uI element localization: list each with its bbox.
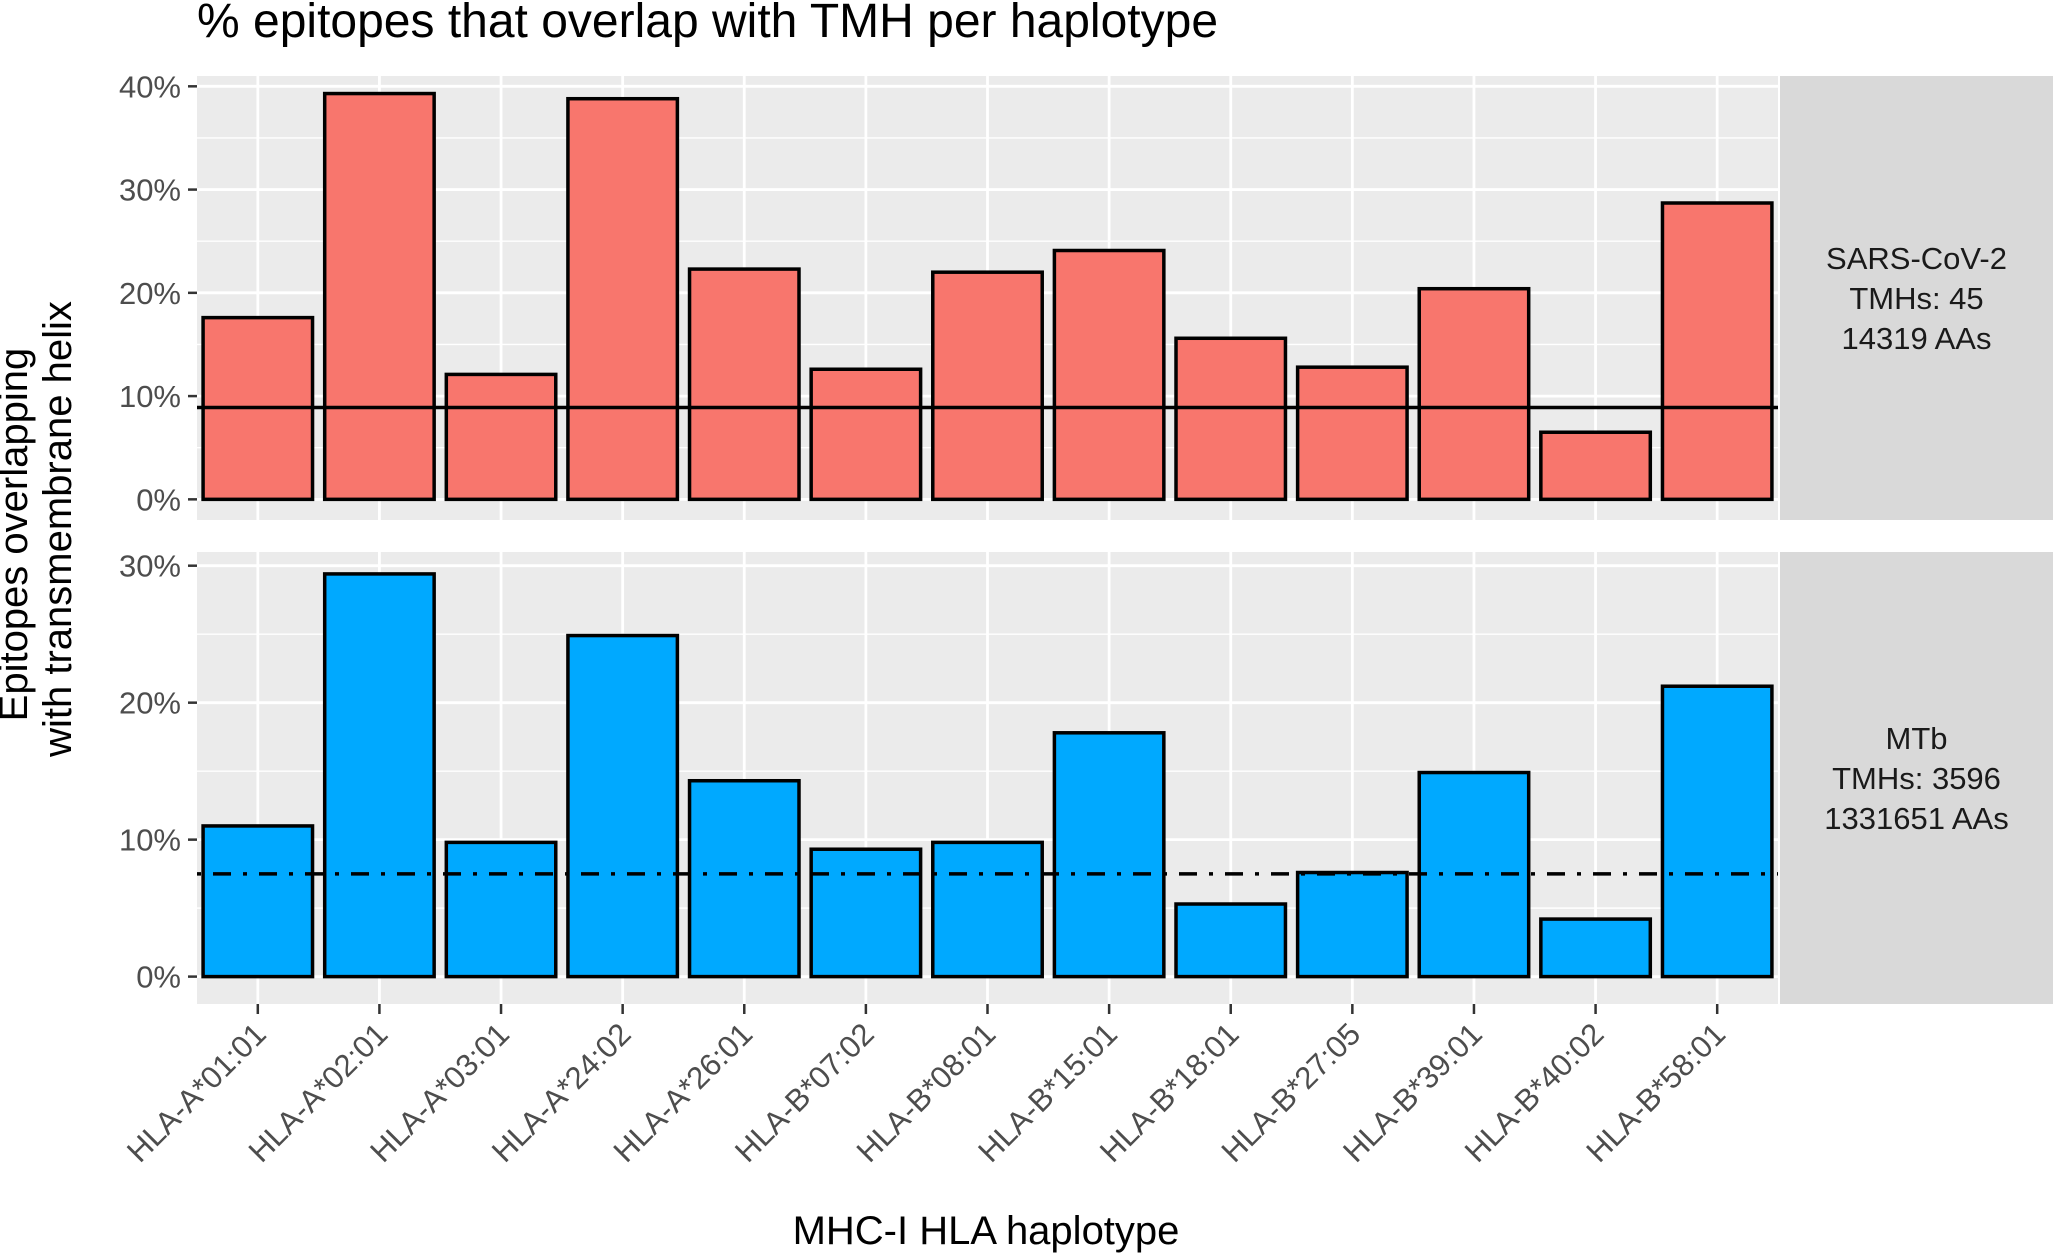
bar-hla-b-08-01 xyxy=(931,270,1044,502)
y-tick-label: 40% xyxy=(119,69,181,104)
y-axis-title: Epitopes overlapping with transmembrane … xyxy=(0,301,80,758)
bar-hla-a-24-02 xyxy=(566,633,680,979)
facet-strip xyxy=(1780,552,2053,1004)
bar-hla-b-15-01 xyxy=(1052,248,1166,502)
chart-title: % epitopes that overlap with TMH per hap… xyxy=(197,0,1218,48)
facet-strip-label: 1331651 AAs xyxy=(1824,801,2008,836)
y-tick-label: 30% xyxy=(119,549,181,584)
y-tick-label: 0% xyxy=(136,482,181,517)
facet-strip xyxy=(1780,76,2053,520)
x-axis-title: MHC-I HLA haplotype xyxy=(793,1209,1180,1253)
y-tick-label: 30% xyxy=(119,173,181,208)
bar-hla-a-01-01 xyxy=(201,824,315,979)
bar-hla-b-15-01 xyxy=(1052,731,1166,979)
bar-hla-b-18-01 xyxy=(1174,336,1288,502)
bar-hla-b-58-01 xyxy=(1660,201,1774,502)
bar-hla-b-40-02 xyxy=(1539,430,1653,502)
bar-hla-a-02-01 xyxy=(322,572,436,979)
bar-hla-a-26-01 xyxy=(687,267,801,502)
y-axis-title-line-1: Epitopes overlapping xyxy=(0,348,36,722)
bar-hla-a-03-01 xyxy=(444,840,558,979)
bar-hla-b-58-01 xyxy=(1660,684,1774,979)
facet-strip-label: 14319 AAs xyxy=(1842,321,1992,356)
facet-strip-label: TMHs: 45 xyxy=(1849,281,1983,316)
facet-strip-label: MTb xyxy=(1886,721,1948,756)
y-tick-label: 0% xyxy=(136,960,181,995)
y-tick-label: 10% xyxy=(119,823,181,858)
bar-hla-b-27-05 xyxy=(1295,365,1409,502)
y-axis-title-line-2: with transmembrane helix xyxy=(36,301,80,758)
bar-hla-b-08-01 xyxy=(931,840,1044,979)
bar-hla-b-40-02 xyxy=(1539,917,1653,979)
bar-hla-b-39-01 xyxy=(1417,286,1531,502)
x-axis: HLA-A*01:01HLA-A*02:01HLA-A*03:01HLA-A*2… xyxy=(120,1004,1732,1169)
bar-hla-b-18-01 xyxy=(1174,902,1288,979)
y-tick-label: 20% xyxy=(119,686,181,721)
y-tick-label: 20% xyxy=(119,276,181,311)
panel-2: 0% 10% 20% 30% MTb TMHs: 3596 1331651 AAs xyxy=(119,549,2053,1004)
bar-hla-a-02-01 xyxy=(322,91,436,502)
facet-strip-label: SARS-CoV-2 xyxy=(1826,241,2007,276)
bar-hla-a-26-01 xyxy=(687,778,801,979)
bar-hla-a-03-01 xyxy=(444,372,558,502)
bar-hla-b-07-02 xyxy=(809,367,923,502)
bar-hla-a-24-02 xyxy=(566,96,680,502)
bar-hla-b-07-02 xyxy=(809,847,923,979)
y-tick-label: 10% xyxy=(119,379,181,414)
bar-hla-b-27-05 xyxy=(1295,870,1409,979)
facet-panels: 0% 10% 20% 30% 40% SARS-CoV-2 TMHs: 45 14319 AA… xyxy=(119,69,2053,1004)
panel-1: 0% 10% 20% 30% 40% SARS-CoV-2 TMHs: 45 14319 AA… xyxy=(119,69,2053,520)
facet-strip-label: TMHs: 3596 xyxy=(1832,761,2001,796)
